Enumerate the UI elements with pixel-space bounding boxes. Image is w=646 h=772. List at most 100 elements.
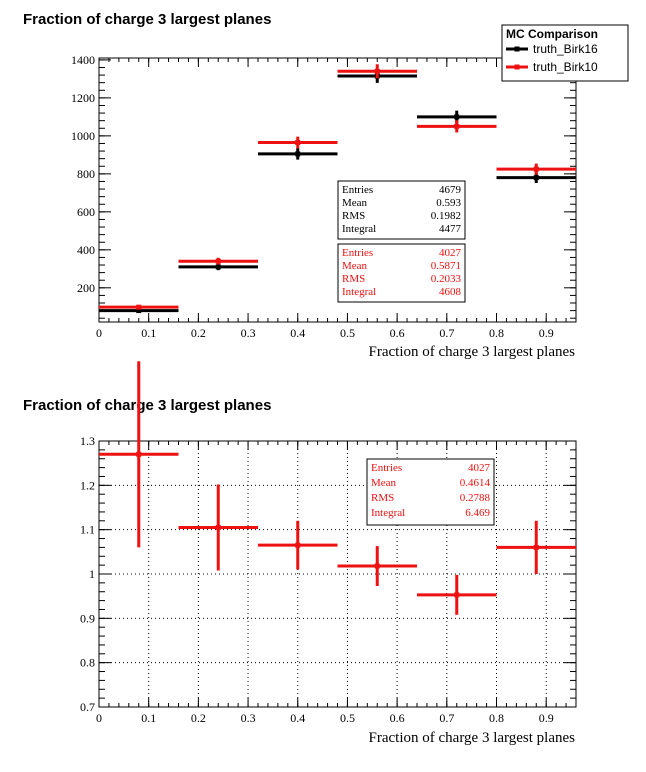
legend-entry-1: truth_Birk10 [506, 60, 598, 74]
top-plot-x-tick-label-4: 0.4 [290, 326, 305, 340]
bottom-plot-series-0 [99, 361, 576, 615]
top-plot-y-tick-label-4: 1000 [71, 129, 95, 143]
bottom-plot-x-axis-title: Fraction of charge 3 largest planes [369, 730, 576, 746]
bottom-plot-stats: Entries 4027 Mean 0.4614 RMS 0.2788 Integral 6.… [366, 458, 495, 526]
bottom-plot-stats-box-0: Entries 4027 Mean 0.4614 RMS 0.2788 Integral 6.… [366, 458, 495, 526]
top-plot-stats-value-0-3: 4477 [439, 223, 462, 235]
bottom-plot-series-0-point-5 [533, 544, 539, 550]
bottom-plot-x-tick-label-1: 0.1 [141, 711, 156, 725]
top-plot-series-0-point-2 [295, 151, 301, 157]
top-plot-stats-label-0-2: RMS [342, 210, 365, 222]
bottom-plot-x-tick-label-9: 0.9 [539, 711, 554, 725]
bottom-plot-x-tick-label-8: 0.8 [489, 711, 504, 725]
top-plot-x-axis-title: Fraction of charge 3 largest planes [369, 344, 576, 360]
top-plot-x-tick-label-2: 0.2 [191, 326, 206, 340]
top-plot-stats-box-frame-1 [337, 243, 466, 303]
top-plot-series-1-point-2 [295, 140, 301, 146]
bottom-plot-stats-label-0-3: Integral [371, 507, 405, 519]
top-plot-stats-value-1-3: 4608 [439, 286, 462, 298]
top-plot-series [99, 64, 576, 314]
bottom-plot-y-tick-label-0: 0.7 [80, 700, 95, 714]
bottom-plot-x-tick-label-4: 0.4 [290, 711, 305, 725]
top-plot-y-tick-label-6: 1400 [71, 53, 95, 67]
bottom-plot-x-tick-label-7: 0.7 [439, 711, 454, 725]
top-plot-x-tick-label-8: 0.8 [489, 326, 504, 340]
bottom-plot-series-0-point-3 [374, 563, 380, 569]
legend: MC Comparison truth_Birk16 truth_Birk10 [501, 24, 629, 82]
bottom-plot-series [99, 361, 576, 615]
bottom-plot-series-0-point-4 [454, 592, 460, 598]
bottom-plot-x-tick-label-3: 0.3 [241, 711, 256, 725]
top-plot-stats-box-0: Entries 4679 Mean 0.593 RMS 0.1982 Integral 447… [337, 180, 466, 240]
bottom-plot-y-tick-label-2: 0.9 [80, 611, 95, 625]
bottom-plot-series-0-point-1 [215, 524, 221, 530]
top-plot-stats-value-1-0: 4027 [439, 247, 462, 259]
top-plot-stats-label-1-0: Entries [342, 247, 373, 259]
top-plot-y-tick-label-5: 1200 [71, 91, 95, 105]
top-plot-stats-value-0-0: 4679 [439, 184, 462, 196]
top-plot-stats-label-0-3: Integral [342, 223, 376, 235]
bottom-plot-stats-box-frame-0 [366, 458, 495, 526]
top-plot-stats-box-frame-0 [337, 180, 466, 240]
top-plot-series-0-point-4 [454, 114, 460, 120]
bottom-plot-x-tick-label-2: 0.2 [191, 711, 206, 725]
legend-swatch-marker-1 [514, 64, 520, 70]
legend-title: MC Comparison [506, 27, 598, 41]
top-plot-stats-label-0-1: Mean [342, 197, 368, 209]
top-plot-x-tick-label-6: 0.6 [390, 326, 405, 340]
bottom-plot-y-tick-label-5: 1.2 [80, 478, 95, 492]
bottom-plot-y-tick-label-4: 1.1 [80, 523, 95, 537]
top-plot-series-0 [99, 69, 576, 314]
top-plot-stats-value-1-1: 0.5871 [431, 260, 461, 272]
bottom-plot-y-tick-label-1: 0.8 [80, 656, 95, 670]
top-plot-stats-label-1-3: Integral [342, 286, 376, 298]
top-plot-series-0-point-5 [533, 175, 539, 181]
bottom-plot-stats-value-0-0: 4027 [468, 462, 491, 474]
bottom-plot-title: Fraction of charge 3 largest planes [23, 397, 271, 414]
top-plot-series-1-point-4 [454, 123, 460, 129]
bottom-plot-series-0-point-0 [136, 451, 142, 457]
top-plot-series-1 [99, 64, 576, 310]
top-plot: Fraction of charge 3 largest planes 0 0.1… [23, 11, 577, 360]
top-plot-stats: Entries 4679 Mean 0.593 RMS 0.1982 Integral 447… [337, 180, 466, 303]
top-plot-title: Fraction of charge 3 largest planes [23, 11, 271, 28]
top-plot-stats-value-0-1: 0.593 [436, 197, 461, 209]
top-plot-x-tick-label-1: 0.1 [141, 326, 156, 340]
bottom-plot-stats-value-0-3: 6.469 [465, 507, 490, 519]
legend-entry-0: truth_Birk16 [506, 42, 598, 56]
bottom-plot-stats-label-0-1: Mean [371, 477, 397, 489]
bottom-plot-axes: 0 0.1 0.2 0.3 0.4 0.5 0.6 0.7 0.8 0.9 0.7 0.8 0.9 1 1.… [80, 434, 577, 725]
top-plot-series-1-point-5 [533, 166, 539, 172]
bottom-plot-stats-label-0-0: Entries [371, 462, 402, 474]
bottom-plot-stats-label-0-2: RMS [371, 492, 394, 504]
legend-label-1: truth_Birk10 [533, 60, 598, 74]
top-plot-stats-label-0-0: Entries [342, 184, 373, 196]
bottom-plot-y-tick-label-6: 1.3 [80, 434, 95, 448]
top-plot-stats-value-1-2: 0.2033 [431, 273, 462, 285]
legend-swatch-marker-0 [514, 46, 520, 52]
top-plot-y-tick-label-2: 600 [77, 205, 95, 219]
top-plot-series-1-point-1 [215, 258, 221, 264]
legend-label-0: truth_Birk16 [533, 42, 598, 56]
top-plot-y-tick-label-0: 200 [77, 281, 95, 295]
top-plot-x-tick-label-0: 0 [96, 326, 102, 340]
top-plot-x-tick-label-7: 0.7 [439, 326, 454, 340]
top-plot-y-tick-label-1: 400 [77, 243, 95, 257]
top-plot-stats-box-1: Entries 4027 Mean 0.5871 RMS 0.2033 Integral 46… [337, 243, 466, 303]
bottom-plot-y-tick-label-3: 1 [89, 567, 95, 581]
top-plot-x-tick-label-5: 0.5 [340, 326, 355, 340]
bottom-plot-stats-value-0-2: 0.2788 [460, 492, 491, 504]
bottom-plot-x-tick-label-5: 0.5 [340, 711, 355, 725]
top-plot-stats-label-1-2: RMS [342, 273, 365, 285]
legend-entries: truth_Birk16 truth_Birk10 [506, 42, 598, 74]
top-plot-stats-label-1-1: Mean [342, 260, 368, 272]
top-plot-axes: 0 0.1 0.2 0.3 0.4 0.5 0.6 0.7 0.8 0.9 200 400 600 800… [71, 53, 577, 340]
bottom-plot: Fraction of charge 3 largest planes 0 0.1… [23, 361, 577, 746]
legend-box [501, 24, 629, 82]
top-plot-series-0-point-0 [136, 308, 142, 314]
top-plot-stats-value-0-2: 0.1982 [431, 210, 461, 222]
top-plot-x-tick-label-3: 0.3 [241, 326, 256, 340]
bottom-plot-stats-value-0-1: 0.4614 [460, 477, 491, 489]
